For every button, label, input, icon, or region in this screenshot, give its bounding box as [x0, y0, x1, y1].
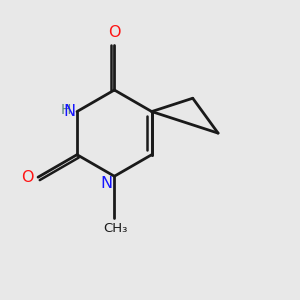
- Text: O: O: [108, 25, 121, 40]
- Text: H: H: [61, 103, 71, 117]
- Text: CH₃: CH₃: [103, 222, 127, 235]
- Text: N: N: [100, 176, 112, 190]
- Text: O: O: [21, 170, 33, 185]
- Text: N: N: [64, 104, 76, 119]
